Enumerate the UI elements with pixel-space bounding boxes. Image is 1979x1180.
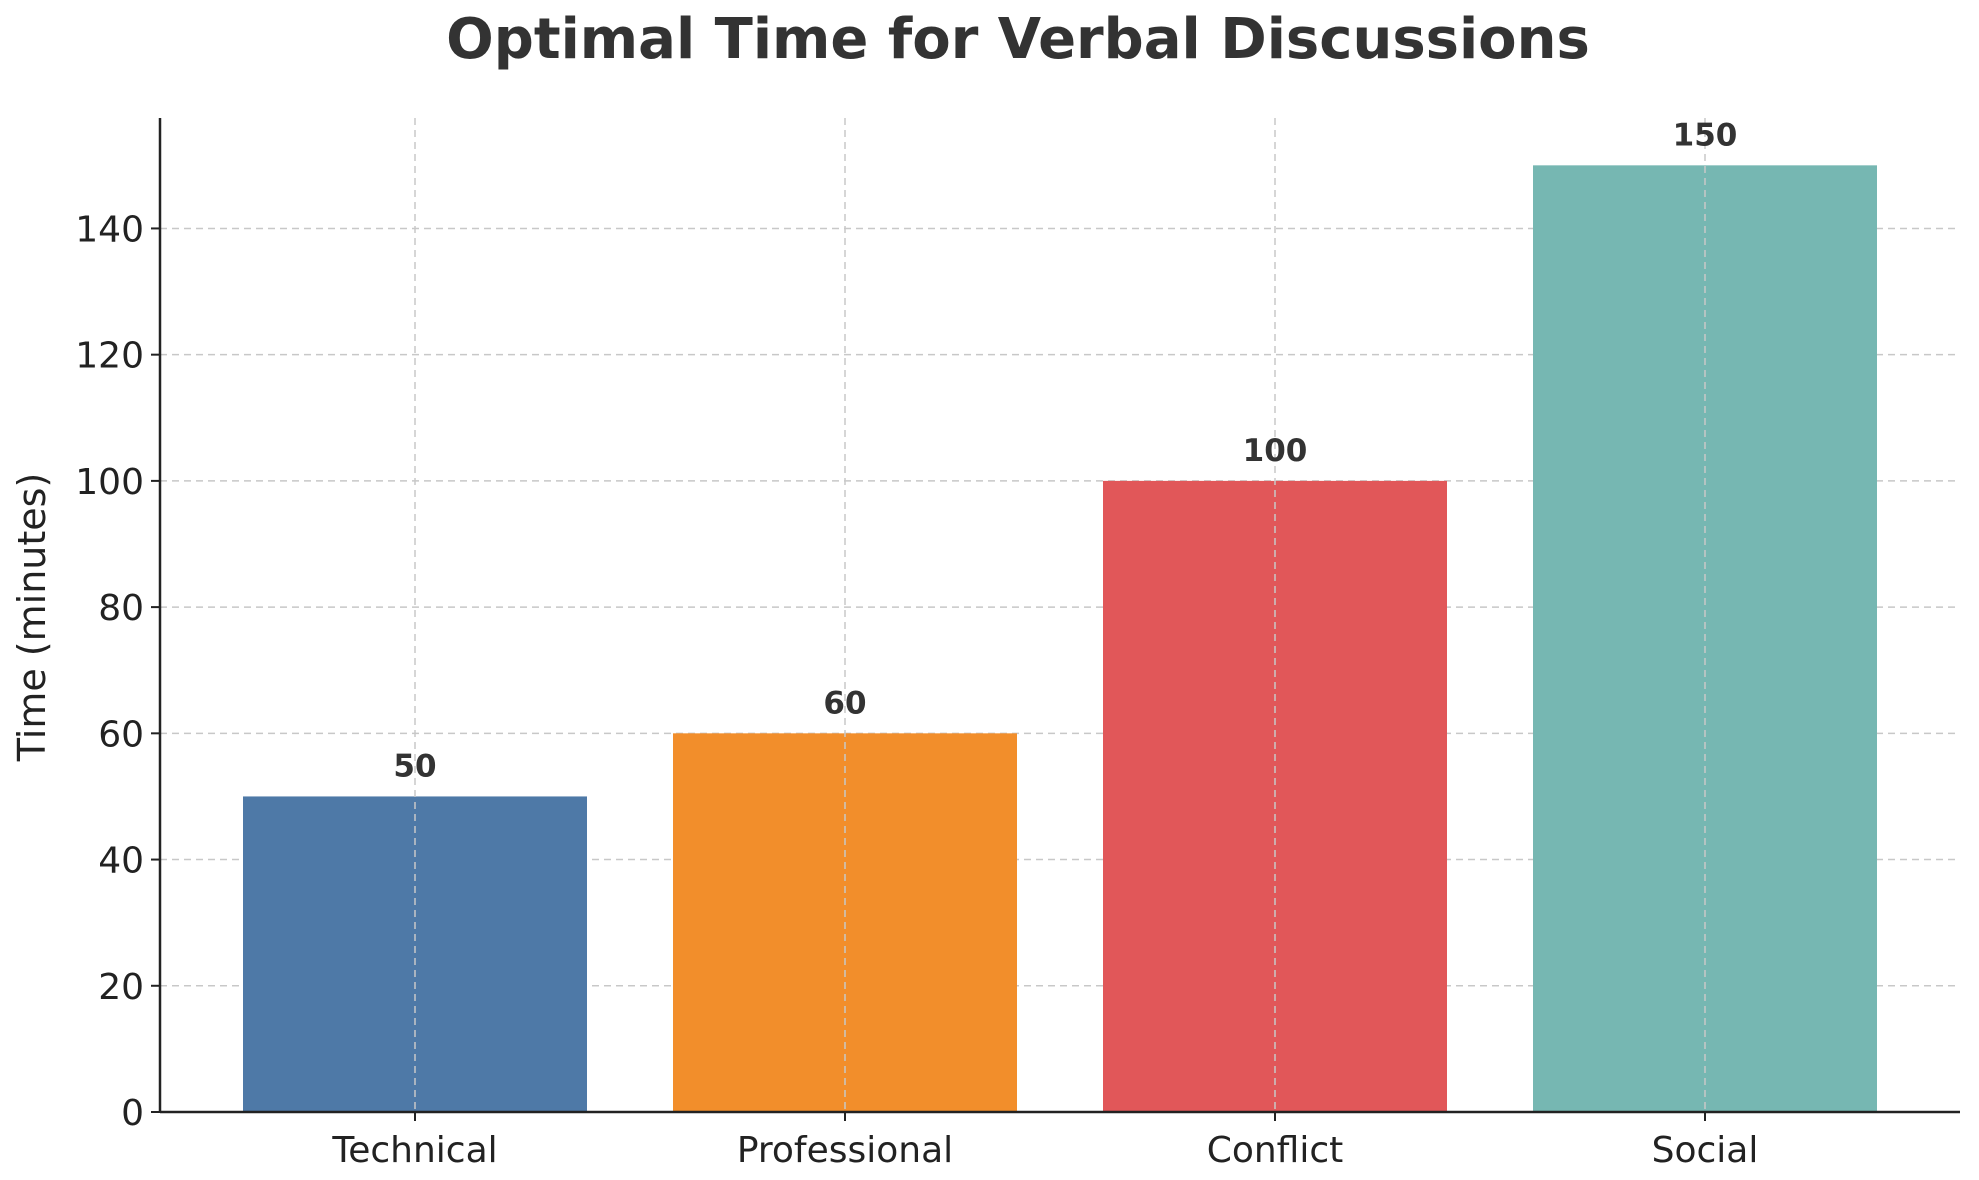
x-tick-label: Professional xyxy=(737,1130,953,1171)
y-tick-label: 60 xyxy=(98,714,144,755)
tick-labels: 0 20 40 60 80 100 120 140 Technical Professional C… xyxy=(75,209,1758,1171)
y-tick-label: 80 xyxy=(98,588,144,629)
bar-value-label: 100 xyxy=(1243,433,1308,469)
chart-title: Optimal Time for Verbal Discussions xyxy=(446,7,1590,72)
data-labels: 50 60 100 150 xyxy=(393,117,1737,1112)
y-tick-label: 0 xyxy=(121,1093,144,1134)
bar-value-label: 150 xyxy=(1673,117,1738,153)
y-axis-label: Time (minutes) xyxy=(10,473,54,763)
bars xyxy=(243,165,1877,1113)
y-tick-label: 120 xyxy=(75,336,144,377)
y-tick-label: 40 xyxy=(98,841,144,882)
bar-value-label: 50 xyxy=(393,748,436,784)
bar-value-label: 60 xyxy=(823,685,866,721)
y-tick-label: 20 xyxy=(98,967,144,1008)
x-tick-label: Social xyxy=(1652,1130,1759,1171)
axes xyxy=(151,118,1960,1121)
y-tick-label: 140 xyxy=(75,209,144,250)
x-tick-label: Conflict xyxy=(1207,1130,1344,1171)
y-tick-label: 100 xyxy=(75,462,144,503)
x-tick-label: Technical xyxy=(331,1130,497,1171)
